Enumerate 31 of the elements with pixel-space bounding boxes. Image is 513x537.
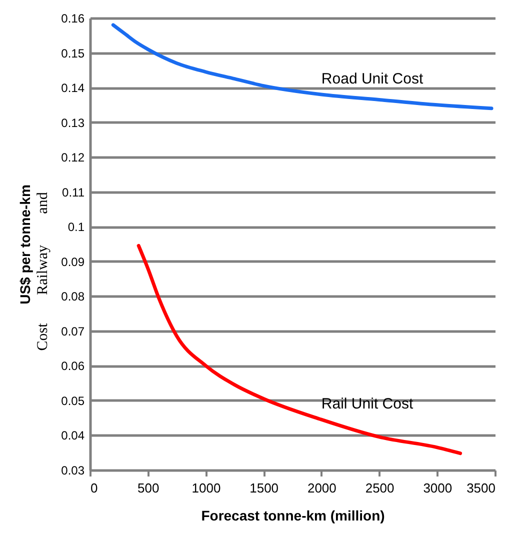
x-tick-label: 0 — [90, 480, 98, 496]
y-tick-label: 0.06 — [61, 359, 85, 374]
x-tick-label: 2000 — [307, 480, 336, 496]
x-tick-label: 1500 — [250, 480, 279, 496]
y-axis-title: US$ per tonne-km — [17, 184, 34, 304]
y-tick-label: 0.08 — [61, 290, 85, 304]
y-tick-label: 0.09 — [61, 254, 85, 269]
y-tick-label: 0.04 — [61, 428, 85, 443]
y-tick-label: 0.05 — [61, 394, 85, 408]
line-series — [111, 23, 494, 110]
series-label: Road Unit Cost — [321, 70, 424, 88]
x-tick-label: 1000 — [192, 480, 221, 496]
y-tick-label: 0.14 — [61, 81, 85, 96]
line-series — [136, 244, 462, 456]
text: Cost — [35, 322, 51, 351]
series-label: Rail Unit Cost — [321, 396, 414, 413]
x-tick-label: 3000 — [423, 480, 452, 496]
text: and — [35, 192, 51, 214]
y-tick-label: 0.07 — [61, 324, 85, 338]
y-tick-label: 0.11 — [62, 185, 85, 200]
y-tick-label: 0.16 — [61, 12, 85, 26]
x-axis-title: Forecast tonne-km (million) — [201, 508, 385, 524]
x-tick-label: 3500 — [466, 480, 496, 496]
y-tick-label: 0.15 — [61, 46, 85, 60]
y-tick-label: 0.13 — [61, 116, 85, 130]
y-tick-label: 0.03 — [61, 464, 85, 478]
x-tick-label: 500 — [138, 480, 160, 496]
y-tick-label: 0.1 — [68, 220, 85, 234]
x-tick-label: 2500 — [365, 480, 394, 496]
y-tick-label: 0.12 — [61, 150, 85, 165]
text: Railway — [35, 244, 51, 295]
